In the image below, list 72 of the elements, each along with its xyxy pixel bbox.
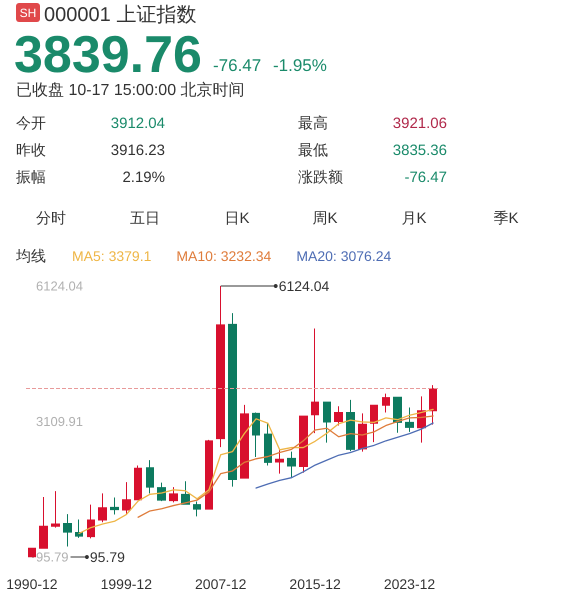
candlestick bbox=[63, 514, 72, 547]
candlestick bbox=[28, 548, 36, 558]
candlestick bbox=[122, 482, 131, 515]
text: 3912.04 bbox=[110, 115, 165, 133]
text: 季K bbox=[493, 210, 519, 228]
candlestick bbox=[252, 412, 260, 458]
text: 3916.23 bbox=[110, 142, 165, 160]
text: 今开 bbox=[16, 115, 46, 133]
candlestick bbox=[157, 482, 166, 502]
candlestick bbox=[323, 402, 331, 444]
text: SH bbox=[16, 3, 40, 22]
y-tick-label: 95.79 bbox=[36, 550, 69, 564]
text: 3835.36 bbox=[392, 142, 447, 160]
candlestick bbox=[370, 404, 378, 443]
line-series bbox=[137, 415, 434, 518]
text: 周K bbox=[312, 210, 338, 228]
text: 最高 bbox=[298, 115, 328, 133]
candlestick bbox=[275, 449, 284, 474]
text: MA5: 3379.1 bbox=[72, 248, 152, 264]
candlestick bbox=[75, 519, 83, 538]
candlestick bbox=[193, 501, 201, 517]
text: 000001 上证指数 bbox=[44, 3, 196, 28]
candlestick bbox=[87, 504, 95, 539]
text: 振幅 bbox=[16, 169, 46, 187]
text: 涨跌额 bbox=[298, 169, 343, 187]
candlestick bbox=[405, 407, 414, 432]
candlestick bbox=[358, 412, 367, 452]
candlestick bbox=[205, 439, 213, 510]
text: 3921.06 bbox=[392, 115, 447, 133]
line-series bbox=[255, 422, 434, 489]
text: 月K bbox=[401, 210, 427, 228]
y-tick-label: 3109.91 bbox=[36, 414, 83, 429]
candlestick bbox=[134, 465, 142, 501]
x-tick-label: 2007-12 bbox=[195, 576, 247, 592]
candlestick bbox=[98, 492, 107, 523]
candlestick bbox=[216, 286, 225, 448]
candlestick bbox=[382, 393, 390, 414]
candlestick bbox=[311, 328, 319, 434]
text: 五日 bbox=[130, 210, 160, 228]
legend-title: 均线 bbox=[15, 248, 46, 265]
candlestick bbox=[51, 490, 60, 528]
candlestick bbox=[228, 312, 237, 488]
candlestick bbox=[334, 406, 343, 426]
candlestick bbox=[240, 404, 249, 480]
candlestick bbox=[393, 396, 402, 434]
text: MA20: 3076.24 bbox=[296, 248, 392, 264]
text: -76.47 bbox=[213, 56, 262, 76]
x-tick-label: 2023-12 bbox=[384, 576, 436, 592]
candlestick bbox=[287, 451, 296, 479]
text: -1.95% bbox=[273, 56, 327, 76]
candlestick bbox=[146, 460, 154, 494]
x-tick-label: 1999-12 bbox=[100, 576, 152, 592]
annotation: 95.79 bbox=[90, 549, 126, 565]
text: 已收盘 10-17 15:00:00 北京时间 bbox=[16, 81, 245, 100]
candlestick bbox=[346, 399, 355, 452]
text: 最低 bbox=[298, 142, 328, 160]
candlestick bbox=[429, 384, 437, 426]
text: -76.47 bbox=[404, 169, 447, 187]
x-tick-label: 2015-12 bbox=[289, 576, 341, 592]
candlestick bbox=[299, 415, 308, 474]
y-tick-label: 6124.04 bbox=[36, 278, 83, 294]
text: MA10: 3232.34 bbox=[176, 248, 272, 264]
candlestick bbox=[110, 496, 119, 516]
text: 昨收 bbox=[16, 142, 46, 160]
annotation: 6124.04 bbox=[278, 278, 330, 294]
candlestick bbox=[39, 496, 48, 549]
x-tick-label: 1990-12 bbox=[6, 576, 58, 592]
candlestick bbox=[264, 422, 272, 466]
candlestick bbox=[169, 486, 178, 503]
text: 分时 bbox=[36, 210, 66, 228]
text: 日K bbox=[224, 210, 250, 228]
text: 2.19% bbox=[122, 169, 165, 187]
